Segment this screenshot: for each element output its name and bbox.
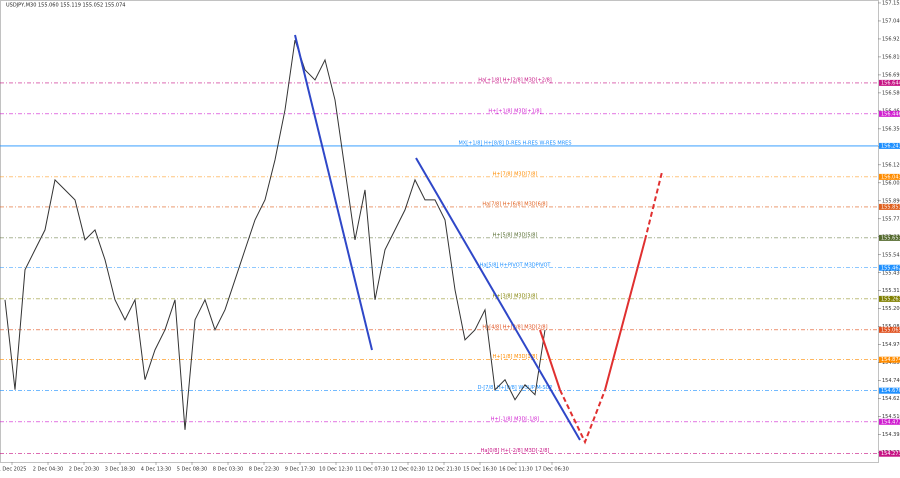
y-tick-label: 154.740 — [882, 378, 900, 384]
forecast-path — [644, 171, 663, 241]
level-value: 155.462 — [881, 265, 900, 271]
level-label: H+[7/8] M3D[7/8] — [493, 171, 538, 177]
x-tick-label: 5 Dec 08:30 — [177, 467, 207, 473]
x-tick-label: 12 Dec 02:30 — [391, 467, 425, 473]
level-box — [879, 79, 900, 86]
level-value: 154.477 — [881, 419, 900, 425]
level-box — [879, 418, 900, 425]
level-label: Ha[5/8] H+PIVOT M3DPIVOT — [480, 262, 552, 268]
y-tick-label: 155.430 — [882, 270, 900, 276]
level-value: 154.874 — [881, 357, 900, 363]
level-box — [879, 387, 900, 394]
price-line — [4, 39, 546, 430]
level-box — [879, 450, 900, 457]
x-tick-label: 1 Dec 2025 — [0, 467, 26, 473]
x-tick-label: 11 Dec 07:30 — [355, 467, 389, 473]
level-value: 155.653 — [881, 235, 900, 241]
level-value: 155.851 — [881, 204, 900, 210]
level-label: Ha[+1/8] H+[2/8] M3D[+2/8] — [478, 77, 552, 83]
forecast-path — [604, 239, 646, 391]
y-tick-label: 156.925 — [882, 36, 900, 42]
y-tick-label: 154.855 — [882, 360, 900, 366]
y-tick-label: 157.040 — [882, 18, 900, 24]
level-label: D-[7/8] H+[0/8] W-SUP M-SUP — [478, 385, 553, 391]
level-box — [879, 110, 900, 117]
level-value: 154.676 — [881, 388, 900, 394]
level-box — [879, 142, 900, 149]
x-tick-label: 12 Dec 21:30 — [427, 467, 461, 473]
y-tick-label: 156.350 — [882, 126, 900, 132]
y-tick-label: 154.970 — [882, 342, 900, 348]
level-label: H+[5/8] M3D[5/8] — [493, 232, 538, 238]
x-tick-label: 16 Dec 11:30 — [499, 467, 533, 473]
x-tick-label: 17 Dec 06:30 — [535, 467, 569, 473]
y-tick-label: 155.200 — [882, 306, 900, 312]
level-label: H+[+1/8] M3D[+1/8] — [488, 108, 541, 114]
level-box — [879, 173, 900, 180]
level-value: 155.065 — [881, 327, 900, 333]
level-box — [879, 203, 900, 210]
x-tick-label: 15 Dec 16:30 — [463, 467, 497, 473]
y-tick-label: 155.545 — [882, 252, 900, 258]
y-tick-label: 156.005 — [882, 180, 900, 186]
y-tick-label: 157.155 — [882, 0, 900, 6]
x-tick-label: 2 Dec 04:30 — [33, 467, 63, 473]
level-box — [879, 326, 900, 333]
x-tick-label: 3 Dec 18:30 — [105, 467, 135, 473]
x-tick-label: 10 Dec 12:30 — [319, 467, 353, 473]
chart-title: USDJPY,M30 155.060 155.119 155.052 155.0… — [6, 3, 125, 9]
trend-line — [415, 157, 581, 441]
plot-frame — [0, 0, 879, 463]
y-tick-label: 155.775 — [882, 216, 900, 222]
x-tick-label: 8 Dec 22:30 — [249, 467, 279, 473]
level-value: 156.644 — [881, 80, 900, 86]
x-tick-label: 4 Dec 13:30 — [141, 467, 171, 473]
level-value: 154.273 — [881, 451, 900, 457]
level-value: 156.446 — [881, 111, 900, 117]
forecast-path — [539, 329, 561, 391]
level-label: MX[+1/8] H+[8/8] D-RES H-RES W-RES MRES — [458, 140, 571, 146]
level-box — [879, 264, 900, 271]
y-tick-label: 154.625 — [882, 396, 900, 402]
level-box — [879, 356, 900, 363]
level-box — [879, 295, 900, 302]
level-label: H+[-1/8] M3D[-1/8] — [491, 416, 539, 422]
level-label: H+[1/8] M3D[1/8] — [493, 354, 538, 360]
level-label: H+[3/8] M3D[3/8] — [493, 293, 538, 299]
x-tick-label: 2 Dec 20:30 — [69, 467, 99, 473]
y-tick-label: 156.695 — [882, 72, 900, 78]
forecast-path — [559, 389, 606, 445]
annotations — [294, 34, 663, 445]
y-tick-label: 155.315 — [882, 288, 900, 294]
y-tick-label: 155.890 — [882, 198, 900, 204]
level-label: Ha[0/8] H+[-2/8] M3D[-2/8] — [481, 448, 550, 454]
trend-line — [294, 34, 373, 351]
level-box — [879, 234, 900, 241]
level-label: Ha[7/8] H+[6/8] M3D[6/8] — [482, 201, 547, 207]
y-tick-label: 156.580 — [882, 90, 900, 96]
y-tick-label: 156.810 — [882, 54, 900, 60]
x-tick-label: 9 Dec 17:30 — [285, 467, 315, 473]
x-tick-label: 8 Dec 03:30 — [213, 467, 243, 473]
level-value: 156.043 — [881, 174, 900, 180]
level-value: 156.241 — [881, 143, 900, 149]
y-tick-label: 154.510 — [882, 414, 900, 420]
y-tick-label: 154.395 — [882, 432, 900, 438]
level-value: 155.263 — [881, 296, 900, 302]
y-tick-label: 156.120 — [882, 162, 900, 168]
